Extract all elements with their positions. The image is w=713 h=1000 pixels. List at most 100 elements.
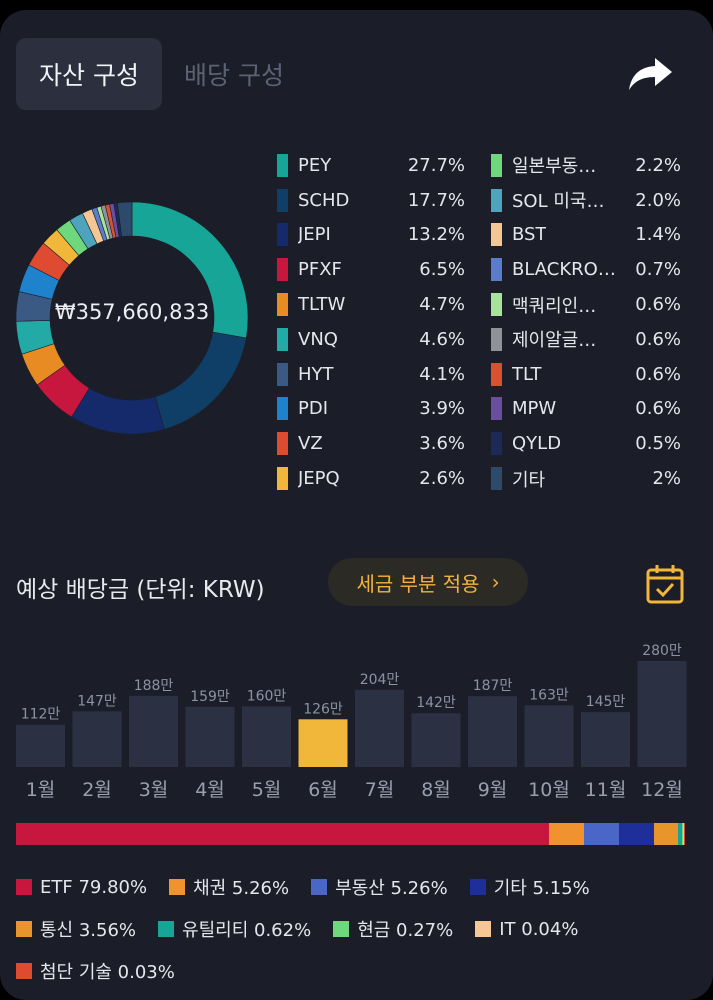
- holding-percent: 0.6%: [635, 294, 681, 315]
- holding-percent: 6.5%: [419, 259, 465, 280]
- holding-legend-row: SOL 미국…2.0%: [491, 183, 681, 218]
- tab-dividend-composition[interactable]: 배당 구성: [184, 38, 284, 110]
- dividend-bar[interactable]: [73, 711, 122, 767]
- share-arrow-icon[interactable]: [626, 54, 674, 94]
- holding-color-swatch: [491, 328, 502, 351]
- holding-name: 일본부동…: [512, 152, 596, 178]
- holding-color-swatch: [277, 258, 288, 281]
- dividend-bar[interactable]: [581, 712, 630, 767]
- category-legend-item: 첨단 기술 0.03%: [16, 958, 175, 984]
- holding-color-swatch: [277, 363, 288, 386]
- dividend-bar[interactable]: [129, 696, 178, 767]
- holding-legend-row: VZ 3.6%: [277, 426, 465, 461]
- dividend-value-label: 163만: [529, 687, 569, 703]
- holding-color-swatch: [277, 432, 288, 455]
- holding-legend-row: BLACKRO…0.7%: [491, 252, 681, 287]
- dividend-bar[interactable]: [355, 690, 404, 767]
- holding-name: SCHD: [298, 190, 349, 211]
- holding-percent: 1.4%: [635, 224, 681, 245]
- dividend-value-label: 112만: [21, 707, 61, 723]
- month-tick-label: 9월: [478, 779, 508, 801]
- holding-name: VZ: [298, 433, 323, 454]
- donut-slice-1: [155, 332, 246, 429]
- category-label: 채권 5.26%: [193, 874, 289, 900]
- holding-color-swatch: [491, 189, 502, 212]
- holding-percent: 17.7%: [408, 190, 465, 211]
- category-color-swatch: [16, 879, 32, 895]
- tab-asset-composition[interactable]: 자산 구성: [16, 38, 162, 110]
- category-legend-item: IT 0.04%: [475, 919, 578, 940]
- category-color-swatch: [311, 879, 327, 895]
- dividend-value-label: 126만: [303, 701, 343, 717]
- holding-color-swatch: [491, 154, 502, 177]
- category-legend-row: 첨단 기술 0.03%: [16, 950, 706, 992]
- holding-color-swatch: [491, 363, 502, 386]
- category-label: 첨단 기술 0.03%: [40, 958, 175, 984]
- holding-legend-row: 일본부동… 2.2%: [491, 148, 681, 183]
- holding-legend-row: 맥쿼리인… 0.6%: [491, 287, 681, 322]
- monthly-dividend-chart: 112만1월147만2월188만3월159만4월160만5월126만6월204만…: [0, 630, 713, 805]
- chevron-right-icon: ›: [492, 570, 500, 594]
- category-legend-item: 채권 5.26%: [169, 874, 289, 900]
- calendar-check-icon[interactable]: [646, 564, 684, 604]
- category-stacked-bar: [16, 823, 684, 845]
- category-label: IT 0.04%: [499, 919, 578, 940]
- holding-name: SOL 미국…: [512, 187, 604, 213]
- holding-percent: 2.2%: [635, 155, 681, 176]
- tax-apply-button[interactable]: 세금 부분 적용 ›: [328, 558, 528, 606]
- holding-color-swatch: [491, 467, 502, 490]
- holding-color-swatch: [491, 432, 502, 455]
- holding-color-swatch: [277, 223, 288, 246]
- dividend-bar[interactable]: [412, 713, 461, 767]
- holding-percent: 0.6%: [635, 398, 681, 419]
- holding-percent: 27.7%: [408, 155, 465, 176]
- holding-name: 맥쿼리인…: [512, 292, 596, 318]
- holding-color-swatch: [277, 467, 288, 490]
- category-label: ETF 79.80%: [40, 877, 147, 898]
- dividend-bar[interactable]: [525, 705, 574, 767]
- holding-name: BST: [512, 224, 546, 245]
- holding-name: PFXF: [298, 259, 342, 280]
- holding-color-swatch: [277, 328, 288, 351]
- holding-color-swatch: [277, 293, 288, 316]
- category-bar-segment: [16, 823, 549, 845]
- holding-name: 기타: [512, 466, 545, 492]
- dividend-bar[interactable]: [186, 707, 235, 767]
- category-label: 유틸리티 0.62%: [182, 916, 311, 942]
- dividend-bar[interactable]: [638, 661, 687, 767]
- dividend-value-label: 147만: [77, 693, 117, 709]
- dividend-section-title: 예상 배당금 (단위: KRW): [16, 570, 265, 604]
- dividend-bar[interactable]: [468, 696, 517, 767]
- dividend-value-label: 204만: [360, 672, 400, 688]
- holding-name: PDI: [298, 398, 328, 419]
- dividend-bar[interactable]: [16, 725, 65, 767]
- holding-percent: 0.6%: [635, 329, 681, 350]
- dividend-value-label: 142만: [416, 695, 456, 711]
- month-tick-label: 1월: [26, 779, 56, 801]
- holding-name: HYT: [298, 364, 334, 385]
- holding-percent: 3.6%: [419, 433, 465, 454]
- category-color-swatch: [158, 921, 174, 937]
- holding-legend-row: BST 1.4%: [491, 218, 681, 253]
- holding-color-swatch: [491, 293, 502, 316]
- total-asset-value: ₩357,660,833: [14, 300, 250, 324]
- category-legend-item: 유틸리티 0.62%: [158, 916, 311, 942]
- holding-name: TLTW: [298, 294, 345, 315]
- month-tick-label: 8월: [421, 779, 451, 801]
- category-label: 부동산 5.26%: [335, 874, 448, 900]
- dividend-bar[interactable]: [299, 719, 348, 767]
- category-color-swatch: [169, 879, 185, 895]
- category-legend: ETF 79.80%채권 5.26%부동산 5.26%기타 5.15%통신 3.…: [16, 866, 706, 992]
- category-color-swatch: [475, 921, 491, 937]
- donut-slice-2: [72, 388, 165, 434]
- holding-color-swatch: [491, 258, 502, 281]
- dividend-bar[interactable]: [242, 706, 291, 767]
